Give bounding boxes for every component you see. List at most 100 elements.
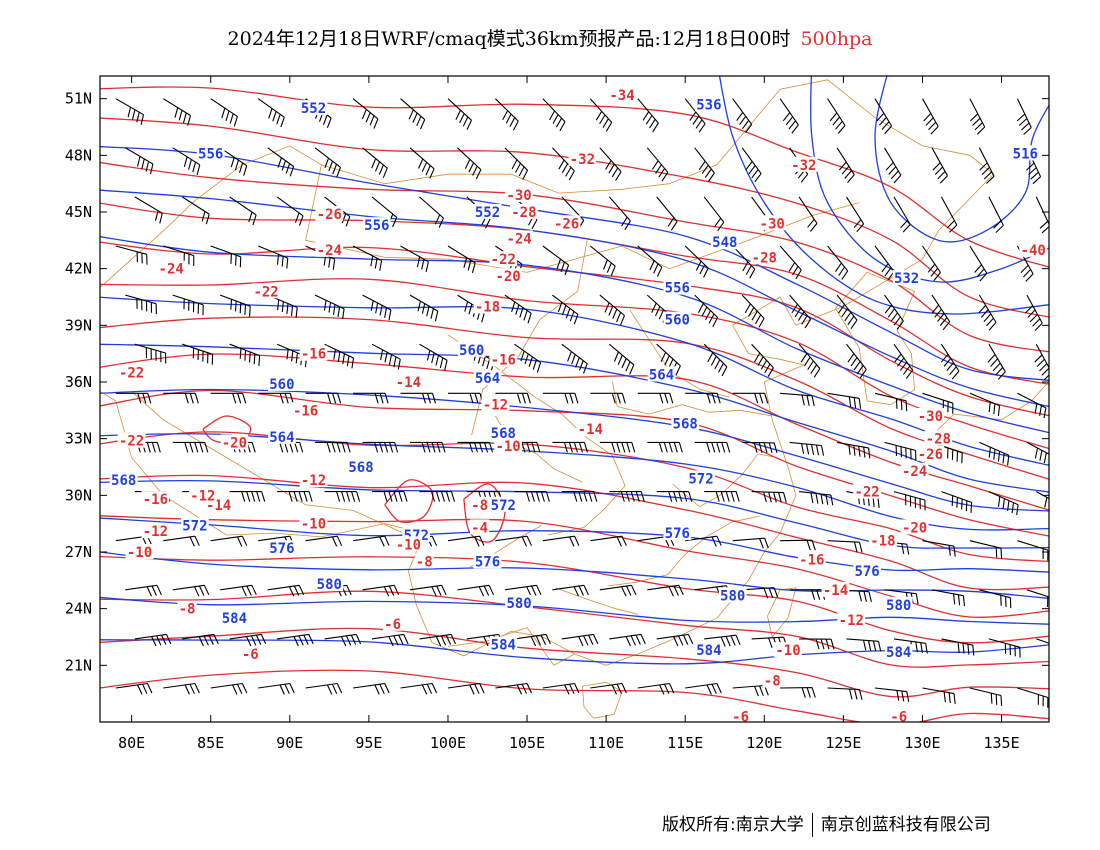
lat-label: 21N xyxy=(65,656,92,674)
height-label-bg xyxy=(268,540,296,556)
wind-barb xyxy=(940,196,958,233)
height-label-bg xyxy=(1011,145,1040,161)
temperature-label: -16 xyxy=(143,492,168,508)
wind-barb xyxy=(400,98,426,130)
wind-barb xyxy=(115,98,145,125)
lon-label: 135E xyxy=(983,734,1019,752)
height-label: 584 xyxy=(491,638,516,654)
wind-barb xyxy=(542,535,580,547)
height-label-bg xyxy=(671,415,700,431)
temperature-label-bg xyxy=(315,205,344,221)
wind-barb xyxy=(884,589,919,605)
temperature-label-bg xyxy=(473,298,502,314)
wind-barb xyxy=(978,294,997,331)
lat-label: 45N xyxy=(65,203,92,221)
wind-barb xyxy=(684,245,709,278)
lat-label: 24N xyxy=(65,600,92,618)
wind-barb xyxy=(229,343,261,367)
height-label: 536 xyxy=(696,97,721,113)
temperature-label: -20 xyxy=(222,435,247,451)
temperature-label-bg xyxy=(494,438,522,454)
height-label: 580 xyxy=(317,577,342,593)
height-label-bg xyxy=(220,610,249,626)
temperature-contour-line xyxy=(100,515,1049,618)
temperature-contour-line xyxy=(463,483,506,543)
wind-barb xyxy=(495,392,531,404)
wind-barb xyxy=(134,633,172,647)
wind-barb xyxy=(163,392,199,404)
temperature-label: -8 xyxy=(179,602,196,618)
wind-barb xyxy=(552,147,575,181)
height-contour-labels: 552 556 536 516 556 552 548 532 556 560 560 564 560 5… xyxy=(109,96,1040,661)
wind-barb xyxy=(608,343,635,375)
temperature-label-bg xyxy=(552,215,581,231)
temperature-label-bg xyxy=(117,432,146,448)
height-label: 552 xyxy=(301,101,326,117)
wind-barb xyxy=(495,98,519,131)
wind-barb xyxy=(229,196,257,226)
wind-barb xyxy=(362,441,399,453)
wind-barb xyxy=(163,245,195,267)
wind-barb xyxy=(884,147,902,184)
temperature-label-bg xyxy=(797,551,826,567)
wind-barb xyxy=(779,98,799,134)
temperature-label-bg xyxy=(141,523,170,539)
footer: 版权所有:南京大学 南京创蓝科技有限公司 xyxy=(662,810,991,837)
temperature-label: -14 xyxy=(823,583,848,599)
temperature-label-bg xyxy=(731,708,751,724)
wind-barb xyxy=(447,98,472,130)
lat-label: 36N xyxy=(65,373,92,391)
wind-barb xyxy=(1016,98,1032,135)
temperature-label: -10 xyxy=(127,545,152,561)
map-frame xyxy=(99,75,1050,723)
temperature-label: -16 xyxy=(799,553,824,569)
wind-barb xyxy=(305,535,343,547)
wind-barb xyxy=(703,343,728,377)
wind-barb xyxy=(732,392,769,404)
boundary-line xyxy=(131,391,404,534)
height-contours xyxy=(100,76,1049,665)
wind-barb xyxy=(324,633,362,647)
boundary-line xyxy=(100,79,995,666)
map-background xyxy=(100,76,1049,722)
wind-barb xyxy=(931,441,963,464)
wind-barb xyxy=(846,343,867,379)
wind-barb xyxy=(589,245,616,277)
wind-barb xyxy=(561,343,588,374)
height-label: 568 xyxy=(673,417,698,433)
temperature-label-bg xyxy=(821,581,850,597)
height-contour-line xyxy=(100,551,1049,600)
wind-barb xyxy=(371,633,409,647)
height-label-bg xyxy=(647,366,676,382)
wind-barb xyxy=(837,441,871,459)
wind-barb xyxy=(229,491,266,502)
height-contour-line xyxy=(100,388,1049,512)
lon-label: 110E xyxy=(588,734,624,752)
wind-barb xyxy=(134,196,163,224)
temperature-contour-line xyxy=(100,241,1049,417)
temperature-label: -12 xyxy=(839,613,864,629)
temperature-label: -24 xyxy=(317,243,342,259)
wind-barb xyxy=(447,682,485,695)
wind-barb xyxy=(704,634,741,647)
wind-barb xyxy=(789,441,825,456)
wind-barb xyxy=(210,98,238,127)
temperature-label: -30 xyxy=(918,409,943,425)
wind-barb xyxy=(893,638,928,654)
lat-label: 39N xyxy=(65,316,92,334)
wind-barb xyxy=(940,343,960,380)
height-label: 556 xyxy=(198,146,223,162)
temperature-label-bg xyxy=(758,215,787,231)
temperature-label-bg xyxy=(177,600,197,616)
wind-barb xyxy=(1025,294,1043,331)
temperature-label-bg xyxy=(505,187,533,202)
temperature-label: -14 xyxy=(396,375,421,391)
wind-barb xyxy=(542,245,570,276)
temperature-label: -8 xyxy=(764,673,781,689)
wind-barb xyxy=(978,147,995,184)
wind-barb xyxy=(893,343,914,379)
temperature-label-bg xyxy=(510,204,538,219)
height-label-bg xyxy=(347,459,375,474)
wind-barb xyxy=(315,441,351,453)
wind-barb xyxy=(219,147,248,176)
